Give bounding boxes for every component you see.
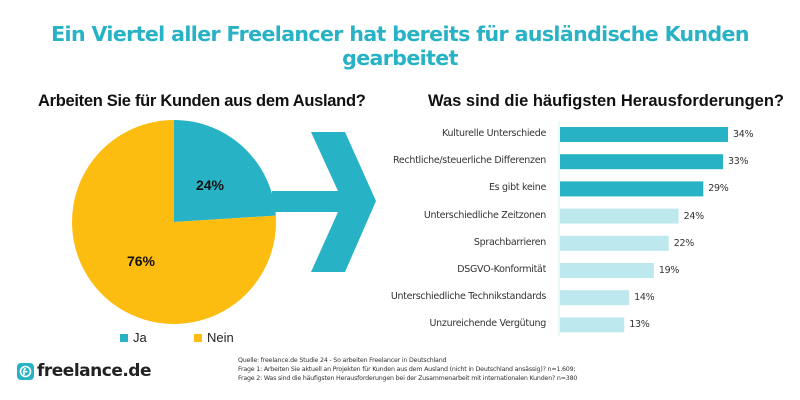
bar-value-label: 34%: [733, 129, 754, 140]
question-1-note: Frage 1: Arbeiten Sie aktuell an Projekt…: [238, 366, 576, 373]
bar-category-label: Rechtliche/steuerliche Differenzen: [393, 155, 546, 167]
freelance-logo-icon: [17, 362, 34, 380]
logo-text: freelance.de: [37, 361, 152, 381]
bar-chart-title: Was sind die häufigsten Herausforderunge…: [428, 92, 785, 110]
question-2-note: Frage 2: Was sind die häufigsten Herausf…: [238, 375, 578, 382]
bar-2: [560, 154, 724, 170]
bar-value-label: 24%: [683, 210, 705, 222]
pie-slice-nein: [71, 120, 276, 324]
bar-value-label: 13%: [629, 319, 650, 331]
bar-category-label: Es gibt keine: [488, 182, 546, 194]
pie-chart-title: Arbeiten Sie für Kunden aus dem Ausland?: [38, 92, 366, 110]
bar-category-label: Unterschiedliche Zeitzonen: [423, 209, 546, 221]
bar-6: [560, 263, 654, 278]
bar-8: [560, 317, 625, 333]
pie-chart: [71, 120, 276, 324]
bar-value-label: 19%: [658, 265, 680, 276]
legend-item-nein: Nein: [194, 330, 234, 345]
bar-3: [560, 181, 704, 197]
source-notes: Quelle: freelance.de Studie 24 - So arbe…: [238, 356, 577, 383]
bar-category-label: Unzureichende Vergütung: [429, 318, 547, 330]
legend-swatch-nein: [194, 333, 202, 342]
legend-label-nein: Nein: [207, 330, 234, 345]
legend-label-ja: Ja: [133, 330, 147, 345]
pie-slice-ja: [174, 120, 276, 222]
bar-category-label: Kulturelle Unterschiede: [442, 128, 546, 139]
bar-category-label: Sprachbarrieren: [473, 236, 546, 248]
bar-7: [560, 290, 630, 306]
bar-value-label: 14%: [634, 292, 655, 304]
source-line: Quelle: freelance.de Studie 24 - So arbe…: [238, 357, 447, 364]
bar-category-label: Unterschiedliche Technikstandards: [390, 291, 546, 303]
bar-chart: [560, 127, 728, 333]
bar-5: [560, 235, 669, 251]
headline: Ein Viertel aller Freelancer hat bereits…: [51, 22, 749, 70]
bar-4: [560, 208, 679, 224]
legend-swatch-ja: [120, 333, 128, 342]
bar-category-label: DSGVO-Konformität: [457, 264, 546, 275]
freelance-logo[interactable]: freelance.de: [17, 361, 152, 381]
chevron-arrow-right-icon: [272, 132, 376, 272]
pie-label-ja: 24%: [195, 177, 225, 193]
bar-value-label: 33%: [728, 156, 749, 168]
bar-value-label: 29%: [708, 183, 729, 195]
bar-1: [560, 127, 728, 142]
pie-label-nein: 76%: [126, 253, 156, 269]
bar-value-label: 22%: [673, 237, 695, 249]
legend-item-ja: Ja: [120, 330, 147, 345]
